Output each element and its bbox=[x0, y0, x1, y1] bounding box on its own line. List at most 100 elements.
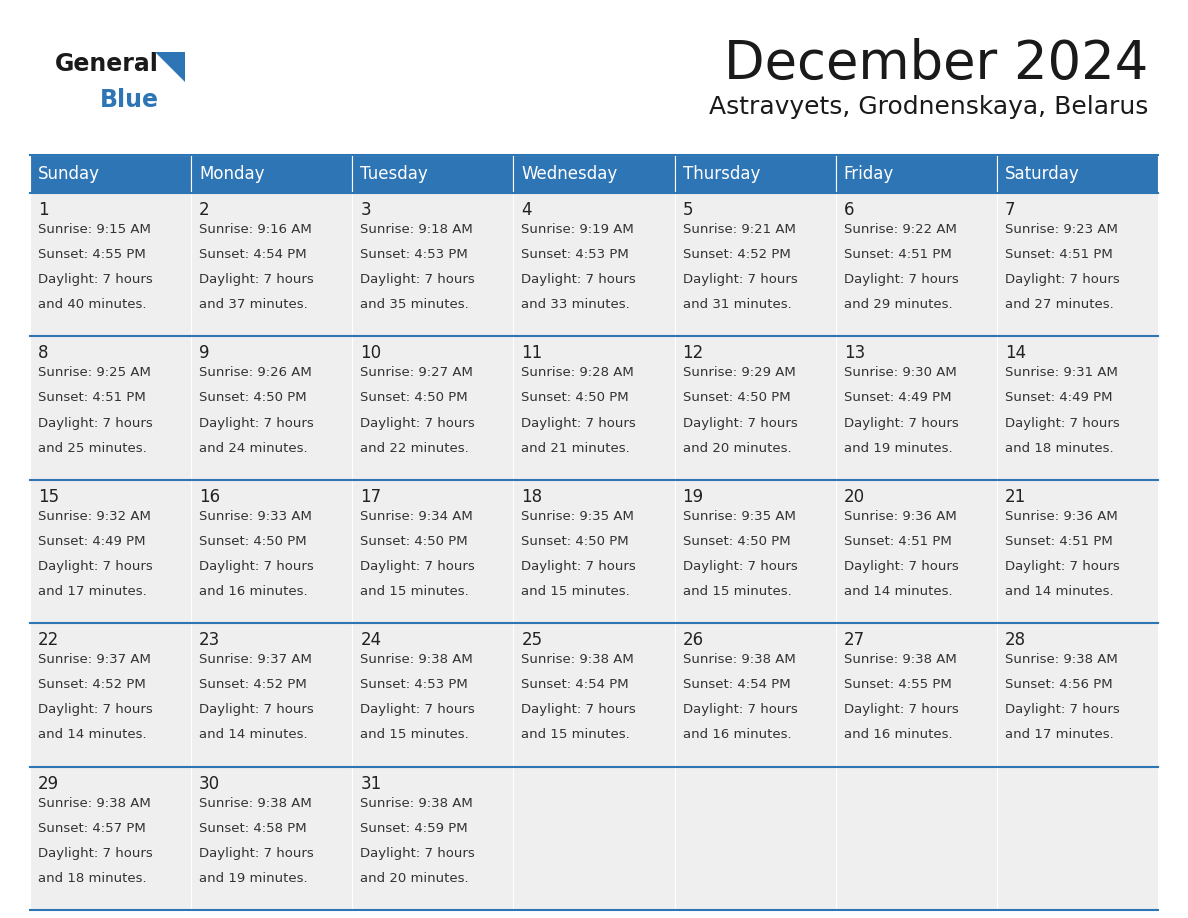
Text: and 16 minutes.: and 16 minutes. bbox=[200, 585, 308, 599]
Text: Sunset: 4:51 PM: Sunset: 4:51 PM bbox=[843, 248, 952, 261]
Text: Daylight: 7 hours: Daylight: 7 hours bbox=[522, 703, 637, 716]
Text: Sunrise: 9:26 AM: Sunrise: 9:26 AM bbox=[200, 366, 312, 379]
Text: 12: 12 bbox=[683, 344, 703, 363]
Text: Friday: Friday bbox=[843, 165, 893, 183]
Text: Sunset: 4:54 PM: Sunset: 4:54 PM bbox=[683, 678, 790, 691]
Text: Sunrise: 9:15 AM: Sunrise: 9:15 AM bbox=[38, 223, 151, 236]
Text: and 37 minutes.: and 37 minutes. bbox=[200, 298, 308, 311]
Bar bbox=[30, 767, 191, 910]
Text: Daylight: 7 hours: Daylight: 7 hours bbox=[38, 274, 153, 286]
Text: Daylight: 7 hours: Daylight: 7 hours bbox=[38, 703, 153, 716]
Text: Daylight: 7 hours: Daylight: 7 hours bbox=[360, 417, 475, 430]
Text: Sunset: 4:53 PM: Sunset: 4:53 PM bbox=[360, 248, 468, 261]
Text: Daylight: 7 hours: Daylight: 7 hours bbox=[683, 703, 797, 716]
Text: Daylight: 7 hours: Daylight: 7 hours bbox=[683, 417, 797, 430]
Bar bbox=[191, 480, 353, 623]
Text: 20: 20 bbox=[843, 487, 865, 506]
Text: Sunrise: 9:33 AM: Sunrise: 9:33 AM bbox=[200, 509, 312, 522]
Text: 29: 29 bbox=[38, 775, 59, 792]
Text: and 35 minutes.: and 35 minutes. bbox=[360, 298, 469, 311]
Text: 27: 27 bbox=[843, 632, 865, 649]
Text: Sunrise: 9:22 AM: Sunrise: 9:22 AM bbox=[843, 223, 956, 236]
Bar bbox=[675, 336, 835, 480]
Text: and 16 minutes.: and 16 minutes. bbox=[683, 729, 791, 742]
Text: Daylight: 7 hours: Daylight: 7 hours bbox=[683, 560, 797, 573]
Text: Saturday: Saturday bbox=[1005, 165, 1080, 183]
Text: Daylight: 7 hours: Daylight: 7 hours bbox=[38, 417, 153, 430]
Text: Daylight: 7 hours: Daylight: 7 hours bbox=[522, 274, 637, 286]
Text: Sunrise: 9:29 AM: Sunrise: 9:29 AM bbox=[683, 366, 795, 379]
Text: and 14 minutes.: and 14 minutes. bbox=[1005, 585, 1113, 599]
Text: Daylight: 7 hours: Daylight: 7 hours bbox=[200, 274, 314, 286]
Text: Sunset: 4:50 PM: Sunset: 4:50 PM bbox=[522, 535, 630, 548]
Text: December 2024: December 2024 bbox=[723, 38, 1148, 90]
Text: Sunrise: 9:21 AM: Sunrise: 9:21 AM bbox=[683, 223, 796, 236]
Bar bbox=[835, 336, 997, 480]
Text: Sunrise: 9:23 AM: Sunrise: 9:23 AM bbox=[1005, 223, 1118, 236]
Text: Daylight: 7 hours: Daylight: 7 hours bbox=[1005, 560, 1119, 573]
Bar bbox=[191, 193, 353, 336]
Text: and 31 minutes.: and 31 minutes. bbox=[683, 298, 791, 311]
Text: Sunset: 4:55 PM: Sunset: 4:55 PM bbox=[38, 248, 146, 261]
Bar bbox=[675, 767, 835, 910]
Text: Sunrise: 9:32 AM: Sunrise: 9:32 AM bbox=[38, 509, 151, 522]
Text: Daylight: 7 hours: Daylight: 7 hours bbox=[200, 417, 314, 430]
Text: Sunrise: 9:38 AM: Sunrise: 9:38 AM bbox=[1005, 654, 1118, 666]
Text: and 24 minutes.: and 24 minutes. bbox=[200, 442, 308, 454]
Text: Sunset: 4:51 PM: Sunset: 4:51 PM bbox=[1005, 535, 1113, 548]
Text: 6: 6 bbox=[843, 201, 854, 219]
Text: Sunrise: 9:35 AM: Sunrise: 9:35 AM bbox=[683, 509, 796, 522]
Bar bbox=[30, 193, 191, 336]
Bar bbox=[513, 767, 675, 910]
Text: Sunset: 4:52 PM: Sunset: 4:52 PM bbox=[38, 678, 146, 691]
Text: Sunset: 4:53 PM: Sunset: 4:53 PM bbox=[360, 678, 468, 691]
Text: Sunrise: 9:38 AM: Sunrise: 9:38 AM bbox=[200, 797, 312, 810]
Text: Sunrise: 9:38 AM: Sunrise: 9:38 AM bbox=[683, 654, 795, 666]
Text: Sunset: 4:51 PM: Sunset: 4:51 PM bbox=[38, 391, 146, 405]
Text: and 25 minutes.: and 25 minutes. bbox=[38, 442, 147, 454]
Text: 23: 23 bbox=[200, 632, 221, 649]
Text: Sunrise: 9:37 AM: Sunrise: 9:37 AM bbox=[38, 654, 151, 666]
Text: Sunset: 4:50 PM: Sunset: 4:50 PM bbox=[200, 391, 307, 405]
Text: 5: 5 bbox=[683, 201, 693, 219]
Bar bbox=[835, 623, 997, 767]
Text: and 15 minutes.: and 15 minutes. bbox=[360, 585, 469, 599]
Text: and 16 minutes.: and 16 minutes. bbox=[843, 729, 953, 742]
Text: Sunset: 4:50 PM: Sunset: 4:50 PM bbox=[360, 391, 468, 405]
Text: Sunset: 4:57 PM: Sunset: 4:57 PM bbox=[38, 822, 146, 834]
Text: Sunrise: 9:27 AM: Sunrise: 9:27 AM bbox=[360, 366, 473, 379]
Text: 19: 19 bbox=[683, 487, 703, 506]
Text: and 15 minutes.: and 15 minutes. bbox=[522, 585, 630, 599]
Text: Tuesday: Tuesday bbox=[360, 165, 428, 183]
Text: and 19 minutes.: and 19 minutes. bbox=[200, 872, 308, 885]
Text: Sunset: 4:49 PM: Sunset: 4:49 PM bbox=[1005, 391, 1112, 405]
Text: and 14 minutes.: and 14 minutes. bbox=[38, 729, 146, 742]
Bar bbox=[513, 623, 675, 767]
Bar bbox=[353, 623, 513, 767]
Text: 10: 10 bbox=[360, 344, 381, 363]
Text: Sunset: 4:51 PM: Sunset: 4:51 PM bbox=[843, 535, 952, 548]
Text: 11: 11 bbox=[522, 344, 543, 363]
Bar bbox=[835, 155, 997, 193]
Text: 16: 16 bbox=[200, 487, 220, 506]
Bar bbox=[675, 155, 835, 193]
Bar bbox=[835, 480, 997, 623]
Text: 24: 24 bbox=[360, 632, 381, 649]
Text: and 15 minutes.: and 15 minutes. bbox=[360, 729, 469, 742]
Text: Daylight: 7 hours: Daylight: 7 hours bbox=[200, 560, 314, 573]
Bar bbox=[997, 155, 1158, 193]
Bar bbox=[835, 767, 997, 910]
Text: Daylight: 7 hours: Daylight: 7 hours bbox=[1005, 703, 1119, 716]
Text: Sunrise: 9:37 AM: Sunrise: 9:37 AM bbox=[200, 654, 312, 666]
Text: Sunrise: 9:28 AM: Sunrise: 9:28 AM bbox=[522, 366, 634, 379]
Text: Sunrise: 9:36 AM: Sunrise: 9:36 AM bbox=[1005, 509, 1118, 522]
Text: 4: 4 bbox=[522, 201, 532, 219]
Text: and 27 minutes.: and 27 minutes. bbox=[1005, 298, 1113, 311]
Bar bbox=[191, 336, 353, 480]
Text: Sunset: 4:55 PM: Sunset: 4:55 PM bbox=[843, 678, 952, 691]
Text: 28: 28 bbox=[1005, 632, 1026, 649]
Text: Daylight: 7 hours: Daylight: 7 hours bbox=[683, 274, 797, 286]
Text: and 21 minutes.: and 21 minutes. bbox=[522, 442, 630, 454]
Text: Daylight: 7 hours: Daylight: 7 hours bbox=[1005, 274, 1119, 286]
Text: Astravyets, Grodnenskaya, Belarus: Astravyets, Grodnenskaya, Belarus bbox=[708, 95, 1148, 119]
